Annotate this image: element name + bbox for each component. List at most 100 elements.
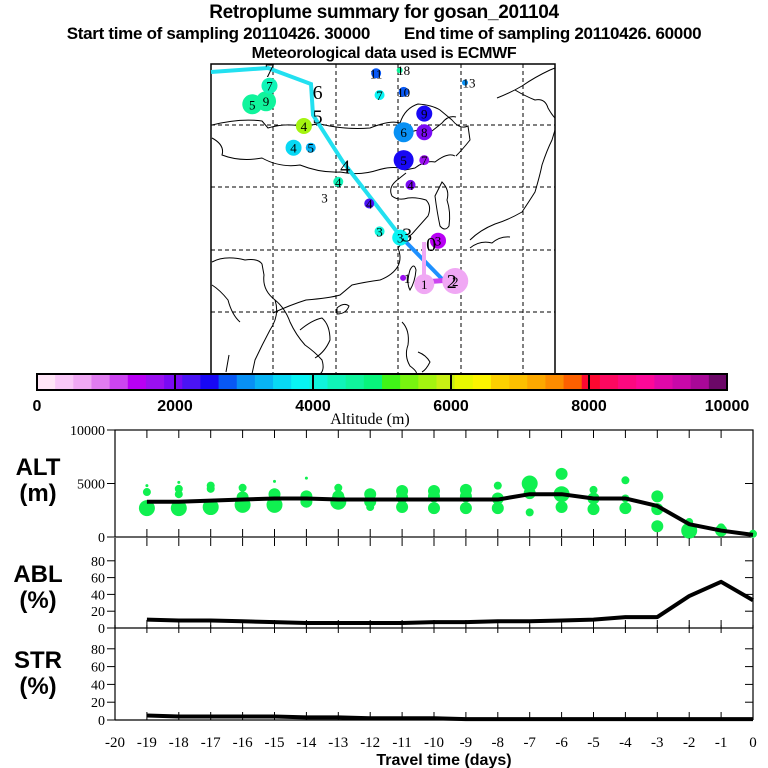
altitude-scatter-point [525, 508, 534, 517]
colorbar-swatch [291, 374, 310, 390]
colorbar-swatch [309, 374, 329, 390]
y-tick-label: 40 [91, 588, 105, 603]
altitude-scatter-point [334, 483, 343, 492]
cluster-point-label: 3 [435, 234, 442, 249]
colorbar-swatch [599, 374, 619, 390]
colorbar-swatch [581, 374, 601, 390]
colorbar-swatch [273, 374, 292, 390]
alt-panel-label: ALT (m) [15, 454, 61, 507]
x-tick-label: -14 [296, 735, 316, 751]
cluster-point-label: 1 [404, 271, 411, 286]
cluster-point-label: 4 [407, 178, 414, 193]
y-tick-label: 0 [98, 714, 105, 729]
cluster-point-marker [285, 139, 302, 156]
end-time-label: End time of sampling 20110426. 60000 [404, 24, 702, 43]
cluster-point-label: 18 [397, 63, 410, 78]
alt-series-line [146, 492, 754, 537]
cluster-point-label: 2 [452, 274, 459, 289]
altitude-scatter-point [238, 483, 247, 492]
colorbar-swatch [563, 374, 583, 390]
cluster-point-marker [462, 79, 468, 86]
altitude-scatter-point [364, 488, 377, 501]
colorbar-swatch [509, 374, 528, 390]
y-tick-label: 20 [91, 696, 105, 711]
altitude-scatter-point [273, 479, 276, 483]
colorbar-tick-label: 0 [33, 398, 42, 415]
altitude-scatter-point [587, 503, 600, 516]
cluster-point-marker [419, 155, 430, 166]
x-tick-label: -3 [651, 735, 664, 751]
str-series-line [146, 713, 753, 722]
cluster-point-marker [393, 122, 414, 143]
cluster-point-marker [430, 232, 447, 249]
altitude-scatter-point [396, 501, 409, 514]
altitude-scatter-point [621, 476, 630, 485]
cluster-point-label: 8 [421, 125, 428, 140]
x-tick-label: -20 [105, 735, 125, 751]
colorbar-tick-label: 10000 [705, 398, 750, 415]
x-tick-label: -9 [460, 735, 473, 751]
colorbar-swatch [182, 374, 201, 390]
cluster-point-marker [414, 274, 435, 295]
altitude-scatter-point [491, 502, 504, 515]
altitude-scatter-point [266, 496, 283, 513]
colorbar-swatch [345, 374, 365, 390]
cluster-point-label: 3 [321, 190, 328, 205]
cluster-point-marker [405, 179, 416, 190]
colorbar-swatch [145, 374, 165, 390]
x-tick-label: 0 [749, 735, 757, 751]
altitude-colorbar: 0 2000 4000 6000 8000 10000 [33, 373, 750, 415]
cluster-point-label: 5 [400, 153, 407, 168]
cluster-point-label: 4 [335, 175, 342, 190]
cluster-point-label: 6 [400, 125, 407, 140]
altitude-scatter-point [142, 488, 151, 497]
cluster-point-marker [416, 105, 433, 122]
cluster-point-marker [305, 142, 316, 153]
altitude-scatter-point [396, 484, 409, 497]
plot-title: Retroplume summary for gosan_201104 [209, 2, 559, 23]
cluster-point-label: 9 [263, 94, 270, 109]
cluster-point-label: 11 [370, 66, 383, 81]
colorbar-swatch [418, 374, 437, 390]
centroid-day-label: 0 [426, 234, 436, 256]
colorbar-swatch [527, 374, 546, 390]
map-frame [210, 63, 556, 375]
str-panel: 0 20 40 60 80 [91, 625, 754, 729]
met-data-label: Meteorological data used is ECMWF [251, 45, 517, 62]
x-tick-label: -8 [492, 735, 505, 751]
cluster-point-marker [333, 176, 344, 187]
x-tick-label: -10 [424, 735, 444, 751]
colorbar-swatch [363, 374, 383, 390]
cluster-point-label: 7 [266, 79, 273, 94]
colorbar-tick-label: 2000 [157, 398, 193, 415]
x-tick-label: -5 [587, 735, 600, 751]
cluster-point-label: 5 [308, 141, 315, 156]
y-tick-label: 60 [91, 661, 105, 676]
colorbar-swatch [109, 374, 129, 390]
colorbar-swatch [618, 374, 637, 390]
cluster-point-label: 4 [366, 197, 373, 212]
cluster-point-label: 13 [463, 76, 476, 91]
cluster-point-marker [396, 67, 403, 74]
cluster-point-marker [393, 150, 414, 171]
y-tick-label: 60 [91, 572, 105, 587]
altitude-scatter-point [619, 502, 632, 515]
str-panel-label: STR (%) [14, 647, 62, 700]
colorbar-frame [36, 373, 728, 391]
altitude-scatter-point [555, 501, 568, 514]
x-tick-label: -19 [137, 735, 157, 751]
altitude-scatter-point [177, 480, 181, 484]
colorbar-swatch [672, 374, 692, 390]
cluster-point-marker [261, 77, 278, 94]
altitude-scatter-point [145, 484, 149, 488]
cluster-point-marker [442, 268, 469, 294]
altitude-scatter-point [589, 485, 598, 494]
cluster-point-marker [374, 226, 385, 237]
abl-panel-label: ABL (%) [13, 561, 63, 614]
centroid-day-label: 2 [447, 271, 457, 293]
cluster-point-marker [364, 198, 375, 209]
